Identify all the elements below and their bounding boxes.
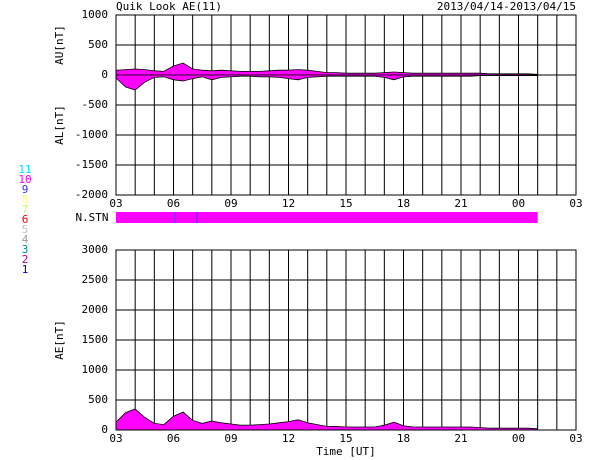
station-legend-label: 8 [22, 193, 29, 206]
y-tick-label: 1500 [82, 333, 109, 346]
y-tick-label: 500 [88, 38, 108, 51]
chart-title: Quik Look AE(11) [116, 0, 222, 13]
y-tick-label: 2500 [82, 273, 109, 286]
station-legend-label: 11 [18, 163, 31, 176]
y-tick-label: 2000 [82, 303, 109, 316]
y-axis-label: AL[nT] [53, 105, 66, 145]
station-segment [175, 212, 197, 223]
x-tick-label: 12 [282, 197, 295, 210]
x-tick-label: 21 [454, 432, 467, 445]
y-tick-label: -2000 [75, 188, 108, 201]
y-tick-label: 0 [101, 68, 108, 81]
x-tick-label: 18 [397, 197, 410, 210]
area [115, 62, 539, 76]
x-tick-label: 09 [224, 197, 237, 210]
x-tick-label: 12 [282, 432, 295, 445]
y-tick-label: 1000 [82, 8, 109, 21]
y-tick-label: 0 [101, 423, 108, 436]
plot-frame [115, 249, 577, 431]
station-legend-label: 5 [22, 223, 29, 236]
x-tick-label: 06 [167, 432, 180, 445]
station-legend-label: 1 [22, 263, 29, 276]
y-tick-label: -500 [82, 98, 109, 111]
station-legend-label: 9 [22, 183, 29, 196]
date-range: 2013/04/14-2013/04/15 [437, 0, 576, 13]
x-tick-label: 00 [512, 197, 525, 210]
y-axis-label: AU[nT] [53, 25, 66, 65]
y-tick-label: 1000 [82, 363, 109, 376]
area [115, 408, 539, 431]
x-tick-label: 03 [109, 432, 122, 445]
x-tick-label: 21 [454, 197, 467, 210]
x-tick-label: 03 [569, 197, 582, 210]
x-tick-label: 06 [167, 197, 180, 210]
station-segment [197, 212, 538, 223]
x-axis-label: Time [UT] [316, 445, 376, 458]
station-legend-label: 3 [22, 243, 29, 256]
station-legend-label: 7 [22, 203, 29, 216]
stations-label: N.STN [75, 211, 108, 224]
y-tick-label: 500 [88, 393, 108, 406]
station-legend-label: 2 [22, 253, 29, 266]
station-legend-label: 10 [18, 173, 31, 186]
x-tick-label: 03 [109, 197, 122, 210]
x-tick-label: 15 [339, 197, 352, 210]
y-tick-label: -1500 [75, 158, 108, 171]
x-tick-label: 09 [224, 432, 237, 445]
x-tick-label: 18 [397, 432, 410, 445]
x-tick-label: 15 [339, 432, 352, 445]
x-tick-label: 00 [512, 432, 525, 445]
area [115, 74, 539, 91]
x-tick-label: 03 [569, 432, 582, 445]
station-segment [174, 212, 176, 223]
station-segment [196, 212, 198, 223]
station-segment [116, 212, 175, 223]
y-tick-label: 3000 [82, 243, 109, 256]
plot-frame [115, 14, 577, 196]
y-axis-label: AE[nT] [53, 320, 66, 360]
y-tick-label: -1000 [75, 128, 108, 141]
station-legend-label: 4 [22, 233, 29, 246]
station-legend-label: 6 [22, 213, 29, 226]
